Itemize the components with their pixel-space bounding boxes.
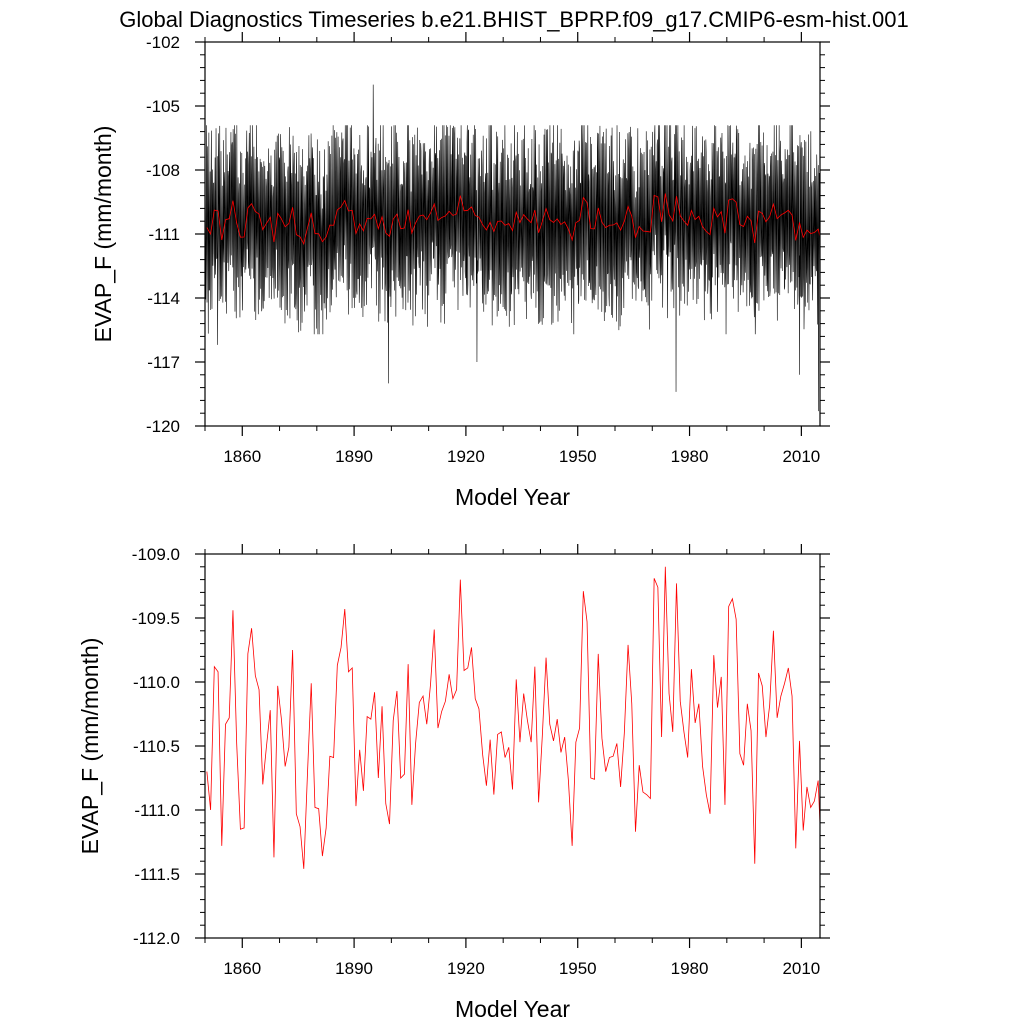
y-tick-label: -112.0 (133, 929, 180, 948)
y-axis-title: EVAP_F (mm/month) (90, 126, 116, 343)
x-axis-title: Model Year (455, 996, 570, 1022)
plot-frame (204, 553, 821, 939)
chart-panel-1: 1860 1890 1920 1950 1980 2010 -120 -117 -114 -111… (90, 32, 830, 510)
x-tick-label: 1920 (447, 959, 485, 978)
x-tick-label: 1980 (671, 959, 709, 978)
y-tick-label: -102 (146, 33, 180, 52)
y-tick-label: -117 (147, 353, 180, 372)
x-tick-label: 2010 (782, 447, 820, 466)
x-tick-label: 1860 (223, 959, 261, 978)
y-tick-label: -114 (147, 289, 180, 308)
x-tick-label: 1920 (447, 447, 485, 466)
series-annual-line (206, 566, 820, 869)
x-tick-label: 1950 (559, 959, 597, 978)
x-tick-label: 2010 (782, 959, 820, 978)
y-tick-label: -110.0 (133, 673, 180, 692)
y-tick-label: -110.5 (133, 737, 180, 756)
y-tick-label: -120 (146, 417, 180, 436)
x-tick-label: 1890 (335, 447, 373, 466)
x-tick-label: 1950 (559, 447, 597, 466)
plot-area (206, 566, 820, 869)
y-axis-title: EVAP_F (mm/month) (77, 638, 103, 855)
figure-title: Global Diagnostics Timeseries b.e21.BHIS… (119, 7, 909, 32)
x-tick-label: 1980 (671, 447, 709, 466)
chart-panel-2: 1860 1890 1920 1950 1980 2010 -112.0 -111.5 -111… (77, 544, 830, 1022)
y-tick-label: -109.0 (132, 545, 180, 564)
y-tick-label: -105 (146, 97, 180, 116)
x-tick-label: 1860 (223, 447, 261, 466)
y-tick-label: -108 (146, 161, 180, 180)
y-tick-label: -111.0 (134, 801, 180, 820)
y-tick-label: -111 (148, 225, 180, 244)
series-annual-line (206, 193, 820, 245)
x-tick-label: 1890 (335, 959, 373, 978)
x-axis-title: Model Year (455, 484, 570, 510)
series-monthly-line (205, 84, 820, 412)
plot-area (205, 84, 820, 412)
y-tick-label: -109.5 (132, 609, 180, 628)
y-tick-label: -111.5 (134, 865, 180, 884)
